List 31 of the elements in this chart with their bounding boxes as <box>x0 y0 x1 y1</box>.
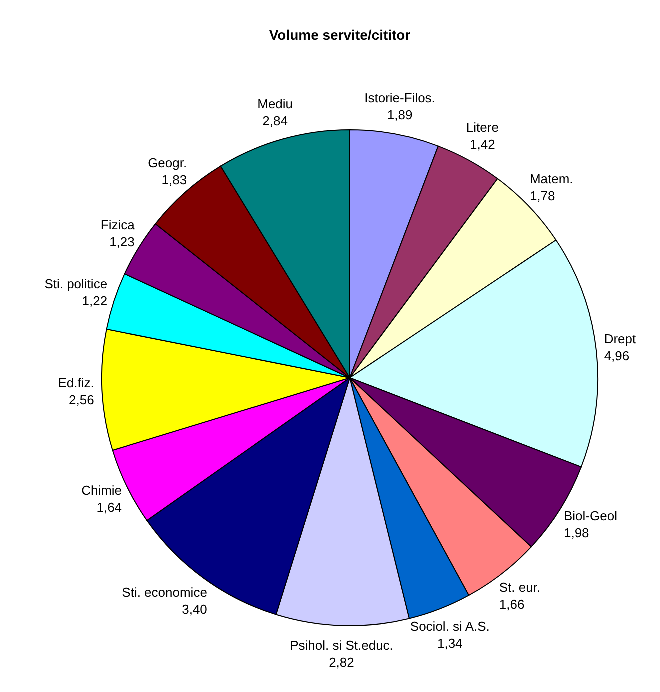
data-label: 1,89 <box>387 108 413 123</box>
data-label: 2,84 <box>262 113 288 128</box>
slice-label: Litere <box>466 120 499 135</box>
chart-title: Volume servite/cititor <box>269 27 412 43</box>
data-label: 3,40 <box>182 602 208 618</box>
slice-label: Ed.fiz. <box>58 376 94 391</box>
slice-label: Fizica <box>100 217 136 232</box>
slice-label: Matem. <box>530 172 574 187</box>
data-label: 2,56 <box>69 392 94 408</box>
slice-label: Psihol. si St.educ. <box>290 638 394 653</box>
data-label: 1,23 <box>110 234 135 250</box>
slice-label: St. eur. <box>499 580 541 595</box>
slice-label: Sti. politice <box>44 276 108 292</box>
slice-label: Istorie-Filos. <box>364 90 436 106</box>
data-label: 1,34 <box>438 636 463 652</box>
slice-label: Biol-Geol <box>564 508 618 524</box>
slice-label: Geogr. <box>148 155 188 170</box>
data-label: 1,83 <box>162 172 188 188</box>
data-label: 1,22 <box>82 294 108 309</box>
slice-label: Mediu <box>258 96 294 112</box>
slice-label: Chimie <box>82 483 122 498</box>
data-label: 1,64 <box>96 500 122 516</box>
slice-label: Sti. economice <box>122 585 208 600</box>
data-label: 4,96 <box>604 348 630 364</box>
data-label: 1,78 <box>530 188 556 204</box>
data-label: 1,66 <box>499 596 525 612</box>
data-label: 1,98 <box>564 525 590 540</box>
slice-label: Drept <box>604 332 636 347</box>
data-label: 2,82 <box>329 654 354 670</box>
slice-label: Sociol. si A.S. <box>410 619 490 634</box>
data-label: 1,42 <box>470 136 496 152</box>
